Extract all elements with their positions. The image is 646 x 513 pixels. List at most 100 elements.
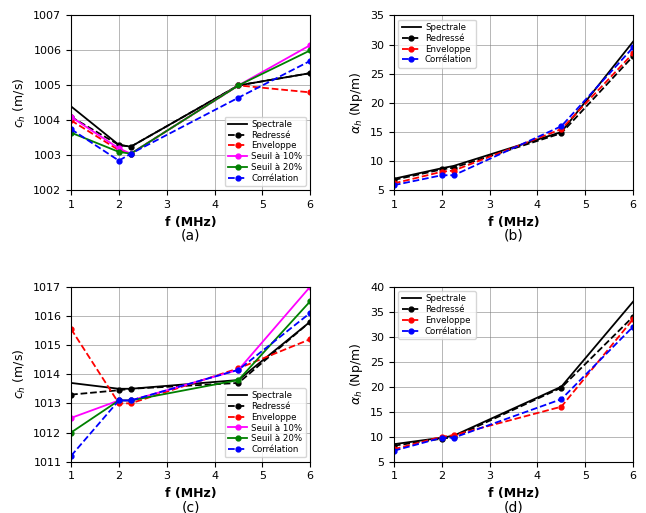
Seuil à 10% bbox=[306, 284, 314, 290]
Corrélation bbox=[115, 157, 123, 164]
Redressé bbox=[557, 385, 565, 391]
Enveloppe bbox=[390, 446, 398, 452]
Seuil à 10% bbox=[127, 398, 135, 404]
Redressé bbox=[115, 387, 123, 393]
Enveloppe bbox=[115, 400, 123, 406]
Legend: Spectrale, Redressé, Enveloppe, Corrélation: Spectrale, Redressé, Enveloppe, Corrélat… bbox=[398, 291, 475, 339]
Corrélation bbox=[306, 310, 314, 316]
Spectrale bbox=[557, 129, 565, 135]
Redressé bbox=[115, 142, 123, 148]
Redressé bbox=[390, 177, 398, 183]
Seuil à 20% bbox=[306, 298, 314, 304]
Text: (a): (a) bbox=[181, 229, 200, 243]
Legend: Spectrale, Redressé, Enveloppe, Seuil à 10%, Seuil à 20%, Corrélation: Spectrale, Redressé, Enveloppe, Seuil à … bbox=[225, 116, 306, 186]
Spectrale bbox=[390, 175, 398, 182]
Line: Enveloppe: Enveloppe bbox=[391, 51, 636, 186]
Spectrale bbox=[234, 377, 242, 383]
Spectrale bbox=[67, 380, 75, 386]
Seuil à 10% bbox=[127, 151, 135, 157]
Corrélation bbox=[127, 398, 135, 404]
Line: Spectrale: Spectrale bbox=[394, 302, 633, 444]
Enveloppe bbox=[390, 181, 398, 187]
Corrélation bbox=[629, 45, 637, 51]
Line: Redressé: Redressé bbox=[391, 314, 636, 448]
Spectrale bbox=[629, 38, 637, 45]
Enveloppe bbox=[450, 432, 457, 438]
Redressé bbox=[438, 436, 446, 442]
Legend: Spectrale, Redressé, Enveloppe, Seuil à 10%, Seuil à 20%, Corrélation: Spectrale, Redressé, Enveloppe, Seuil à … bbox=[225, 388, 306, 458]
Line: Redressé: Redressé bbox=[68, 319, 313, 397]
Text: (d): (d) bbox=[504, 500, 523, 513]
Corrélation bbox=[450, 435, 457, 441]
Seuil à 10% bbox=[306, 42, 314, 48]
Enveloppe bbox=[115, 147, 123, 153]
Line: Seuil à 20%: Seuil à 20% bbox=[68, 299, 313, 435]
Corrélation bbox=[438, 435, 446, 441]
Seuil à 10% bbox=[115, 398, 123, 404]
Spectrale bbox=[127, 386, 135, 392]
Spectrale bbox=[306, 70, 314, 76]
Seuil à 20% bbox=[127, 151, 135, 157]
Redressé bbox=[450, 165, 457, 171]
Corrélation bbox=[557, 123, 565, 129]
Redressé bbox=[127, 386, 135, 392]
Line: Corrélation: Corrélation bbox=[391, 324, 636, 453]
Enveloppe bbox=[67, 117, 75, 124]
Enveloppe bbox=[67, 326, 75, 332]
Spectrale bbox=[450, 163, 457, 169]
Line: Corrélation: Corrélation bbox=[391, 45, 636, 188]
Enveloppe bbox=[127, 400, 135, 406]
Seuil à 20% bbox=[67, 429, 75, 436]
Line: Enveloppe: Enveloppe bbox=[68, 83, 313, 156]
Enveloppe bbox=[557, 404, 565, 410]
Corrélation bbox=[438, 172, 446, 179]
Redressé bbox=[629, 53, 637, 60]
Seuil à 20% bbox=[234, 82, 242, 88]
Line: Seuil à 20%: Seuil à 20% bbox=[68, 48, 313, 156]
Enveloppe bbox=[629, 316, 637, 322]
Spectrale bbox=[234, 82, 242, 88]
Line: Spectrale: Spectrale bbox=[71, 73, 310, 147]
Seuil à 20% bbox=[115, 398, 123, 404]
Seuil à 10% bbox=[234, 367, 242, 373]
Corrélation bbox=[629, 324, 637, 330]
X-axis label: f (MHz): f (MHz) bbox=[165, 215, 216, 229]
Redressé bbox=[450, 434, 457, 440]
Redressé bbox=[557, 130, 565, 136]
Corrélation bbox=[67, 453, 75, 459]
Seuil à 10% bbox=[67, 114, 75, 120]
Spectrale bbox=[438, 435, 446, 441]
Line: Corrélation: Corrélation bbox=[68, 58, 313, 163]
Y-axis label: $c_h$ (m/s): $c_h$ (m/s) bbox=[12, 78, 28, 128]
Seuil à 20% bbox=[115, 149, 123, 155]
Corrélation bbox=[67, 126, 75, 132]
Redressé bbox=[234, 380, 242, 386]
Line: Redressé: Redressé bbox=[68, 71, 313, 149]
Redressé bbox=[67, 391, 75, 398]
Enveloppe bbox=[557, 126, 565, 132]
Redressé bbox=[306, 70, 314, 76]
X-axis label: f (MHz): f (MHz) bbox=[165, 487, 216, 500]
Line: Seuil à 10%: Seuil à 10% bbox=[68, 284, 313, 420]
Enveloppe bbox=[438, 169, 446, 175]
Text: (b): (b) bbox=[504, 229, 523, 243]
Seuil à 20% bbox=[67, 130, 75, 136]
Enveloppe bbox=[629, 50, 637, 56]
Spectrale bbox=[67, 103, 75, 109]
Enveloppe bbox=[234, 82, 242, 88]
Corrélation bbox=[234, 367, 242, 373]
Enveloppe bbox=[450, 168, 457, 174]
Corrélation bbox=[115, 398, 123, 404]
Spectrale bbox=[306, 319, 314, 325]
Spectrale bbox=[438, 165, 446, 171]
Redressé bbox=[390, 443, 398, 449]
Y-axis label: $\alpha_h$ (Np/m): $\alpha_h$ (Np/m) bbox=[348, 343, 364, 405]
Spectrale bbox=[629, 299, 637, 305]
X-axis label: f (MHz): f (MHz) bbox=[488, 215, 539, 229]
Corrélation bbox=[306, 58, 314, 64]
Legend: Spectrale, Redressé, Enveloppe, Corrélation: Spectrale, Redressé, Enveloppe, Corrélat… bbox=[398, 19, 475, 68]
Corrélation bbox=[450, 172, 457, 179]
Line: Spectrale: Spectrale bbox=[71, 322, 310, 389]
Seuil à 20% bbox=[127, 398, 135, 404]
Redressé bbox=[67, 114, 75, 120]
